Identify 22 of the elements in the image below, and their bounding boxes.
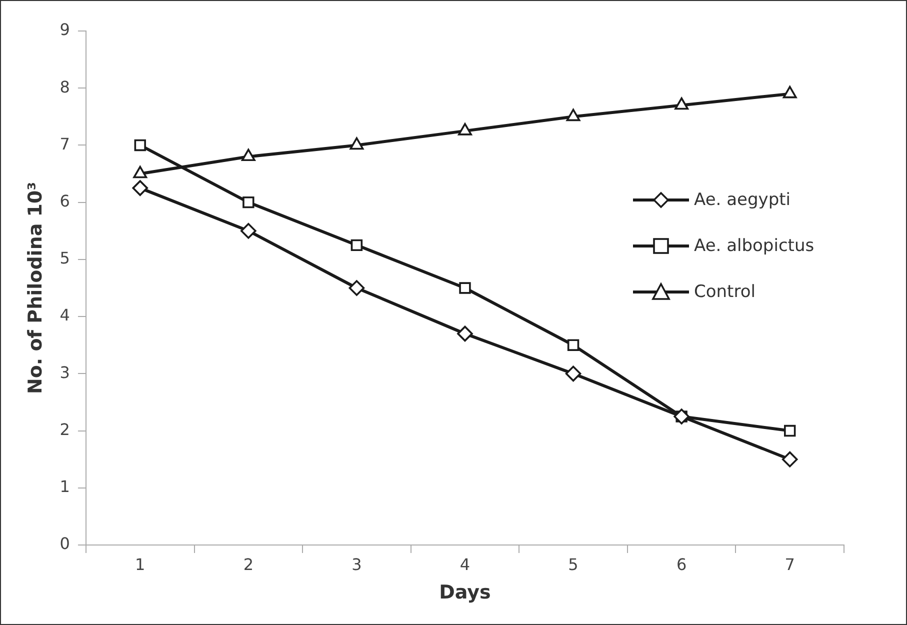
x-tick-label: 6	[676, 554, 687, 574]
y-tick-label: 7	[60, 134, 70, 154]
x-tick-label: 2	[243, 554, 254, 574]
y-tick-label: 8	[60, 77, 70, 96]
x-tick-label: 1	[135, 554, 146, 574]
y-tick-label: 1	[60, 477, 70, 496]
legend-label: Ae. aegypti	[694, 190, 791, 210]
x-tick-label: 5	[568, 554, 578, 574]
y-tick-label: 4	[60, 306, 70, 325]
x-tick-label: 7	[784, 554, 795, 574]
x-tick-label: 3	[352, 554, 362, 574]
y-tick-label: 5	[60, 248, 70, 268]
x-axis-title: Days	[439, 582, 491, 604]
legend-label: Control	[694, 282, 756, 302]
y-tick-label: 6	[60, 191, 70, 210]
y-axis-title: No. of Philodina 10³	[24, 182, 46, 394]
y-tick-label: 0	[60, 534, 70, 554]
y-tick-label: 9	[60, 20, 70, 40]
legend-label: Ae. albopictus	[694, 236, 814, 256]
x-tick-label: 4	[460, 554, 470, 574]
y-tick-label: 2	[60, 420, 70, 439]
y-tick-label: 3	[60, 362, 70, 382]
